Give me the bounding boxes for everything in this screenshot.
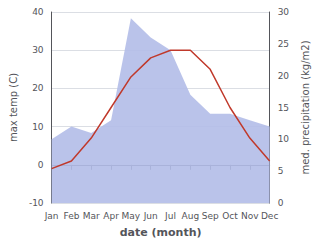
svg-text:40: 40: [32, 7, 44, 17]
svg-text:Jul: Jul: [164, 211, 176, 221]
svg-text:Nov: Nov: [241, 211, 259, 221]
svg-text:0: 0: [38, 160, 44, 170]
svg-text:30: 30: [32, 45, 44, 55]
svg-text:Aug: Aug: [182, 211, 200, 221]
svg-text:Oct: Oct: [222, 211, 238, 221]
svg-text:20: 20: [32, 83, 44, 93]
svg-text:-10: -10: [29, 198, 44, 208]
svg-text:Jan: Jan: [44, 211, 59, 221]
svg-text:25: 25: [278, 39, 289, 49]
svg-text:10: 10: [278, 134, 290, 144]
svg-text:Feb: Feb: [63, 211, 79, 221]
svg-text:max temp (C): max temp (C): [8, 73, 19, 142]
svg-text:date (month): date (month): [120, 226, 202, 239]
svg-text:Apr: Apr: [103, 211, 119, 221]
svg-text:30: 30: [278, 7, 290, 17]
svg-text:10: 10: [32, 122, 44, 132]
svg-text:Dec: Dec: [261, 211, 278, 221]
svg-text:Jun: Jun: [143, 211, 158, 221]
svg-text:Mar: Mar: [83, 211, 100, 221]
svg-text:med. precipitation (kg/m2): med. precipitation (kg/m2): [300, 40, 311, 174]
svg-text:15: 15: [278, 103, 289, 113]
svg-text:5: 5: [278, 166, 284, 176]
svg-text:20: 20: [278, 71, 290, 81]
svg-text:Sep: Sep: [202, 211, 219, 221]
svg-text:0: 0: [278, 198, 284, 208]
svg-text:May: May: [122, 211, 141, 221]
